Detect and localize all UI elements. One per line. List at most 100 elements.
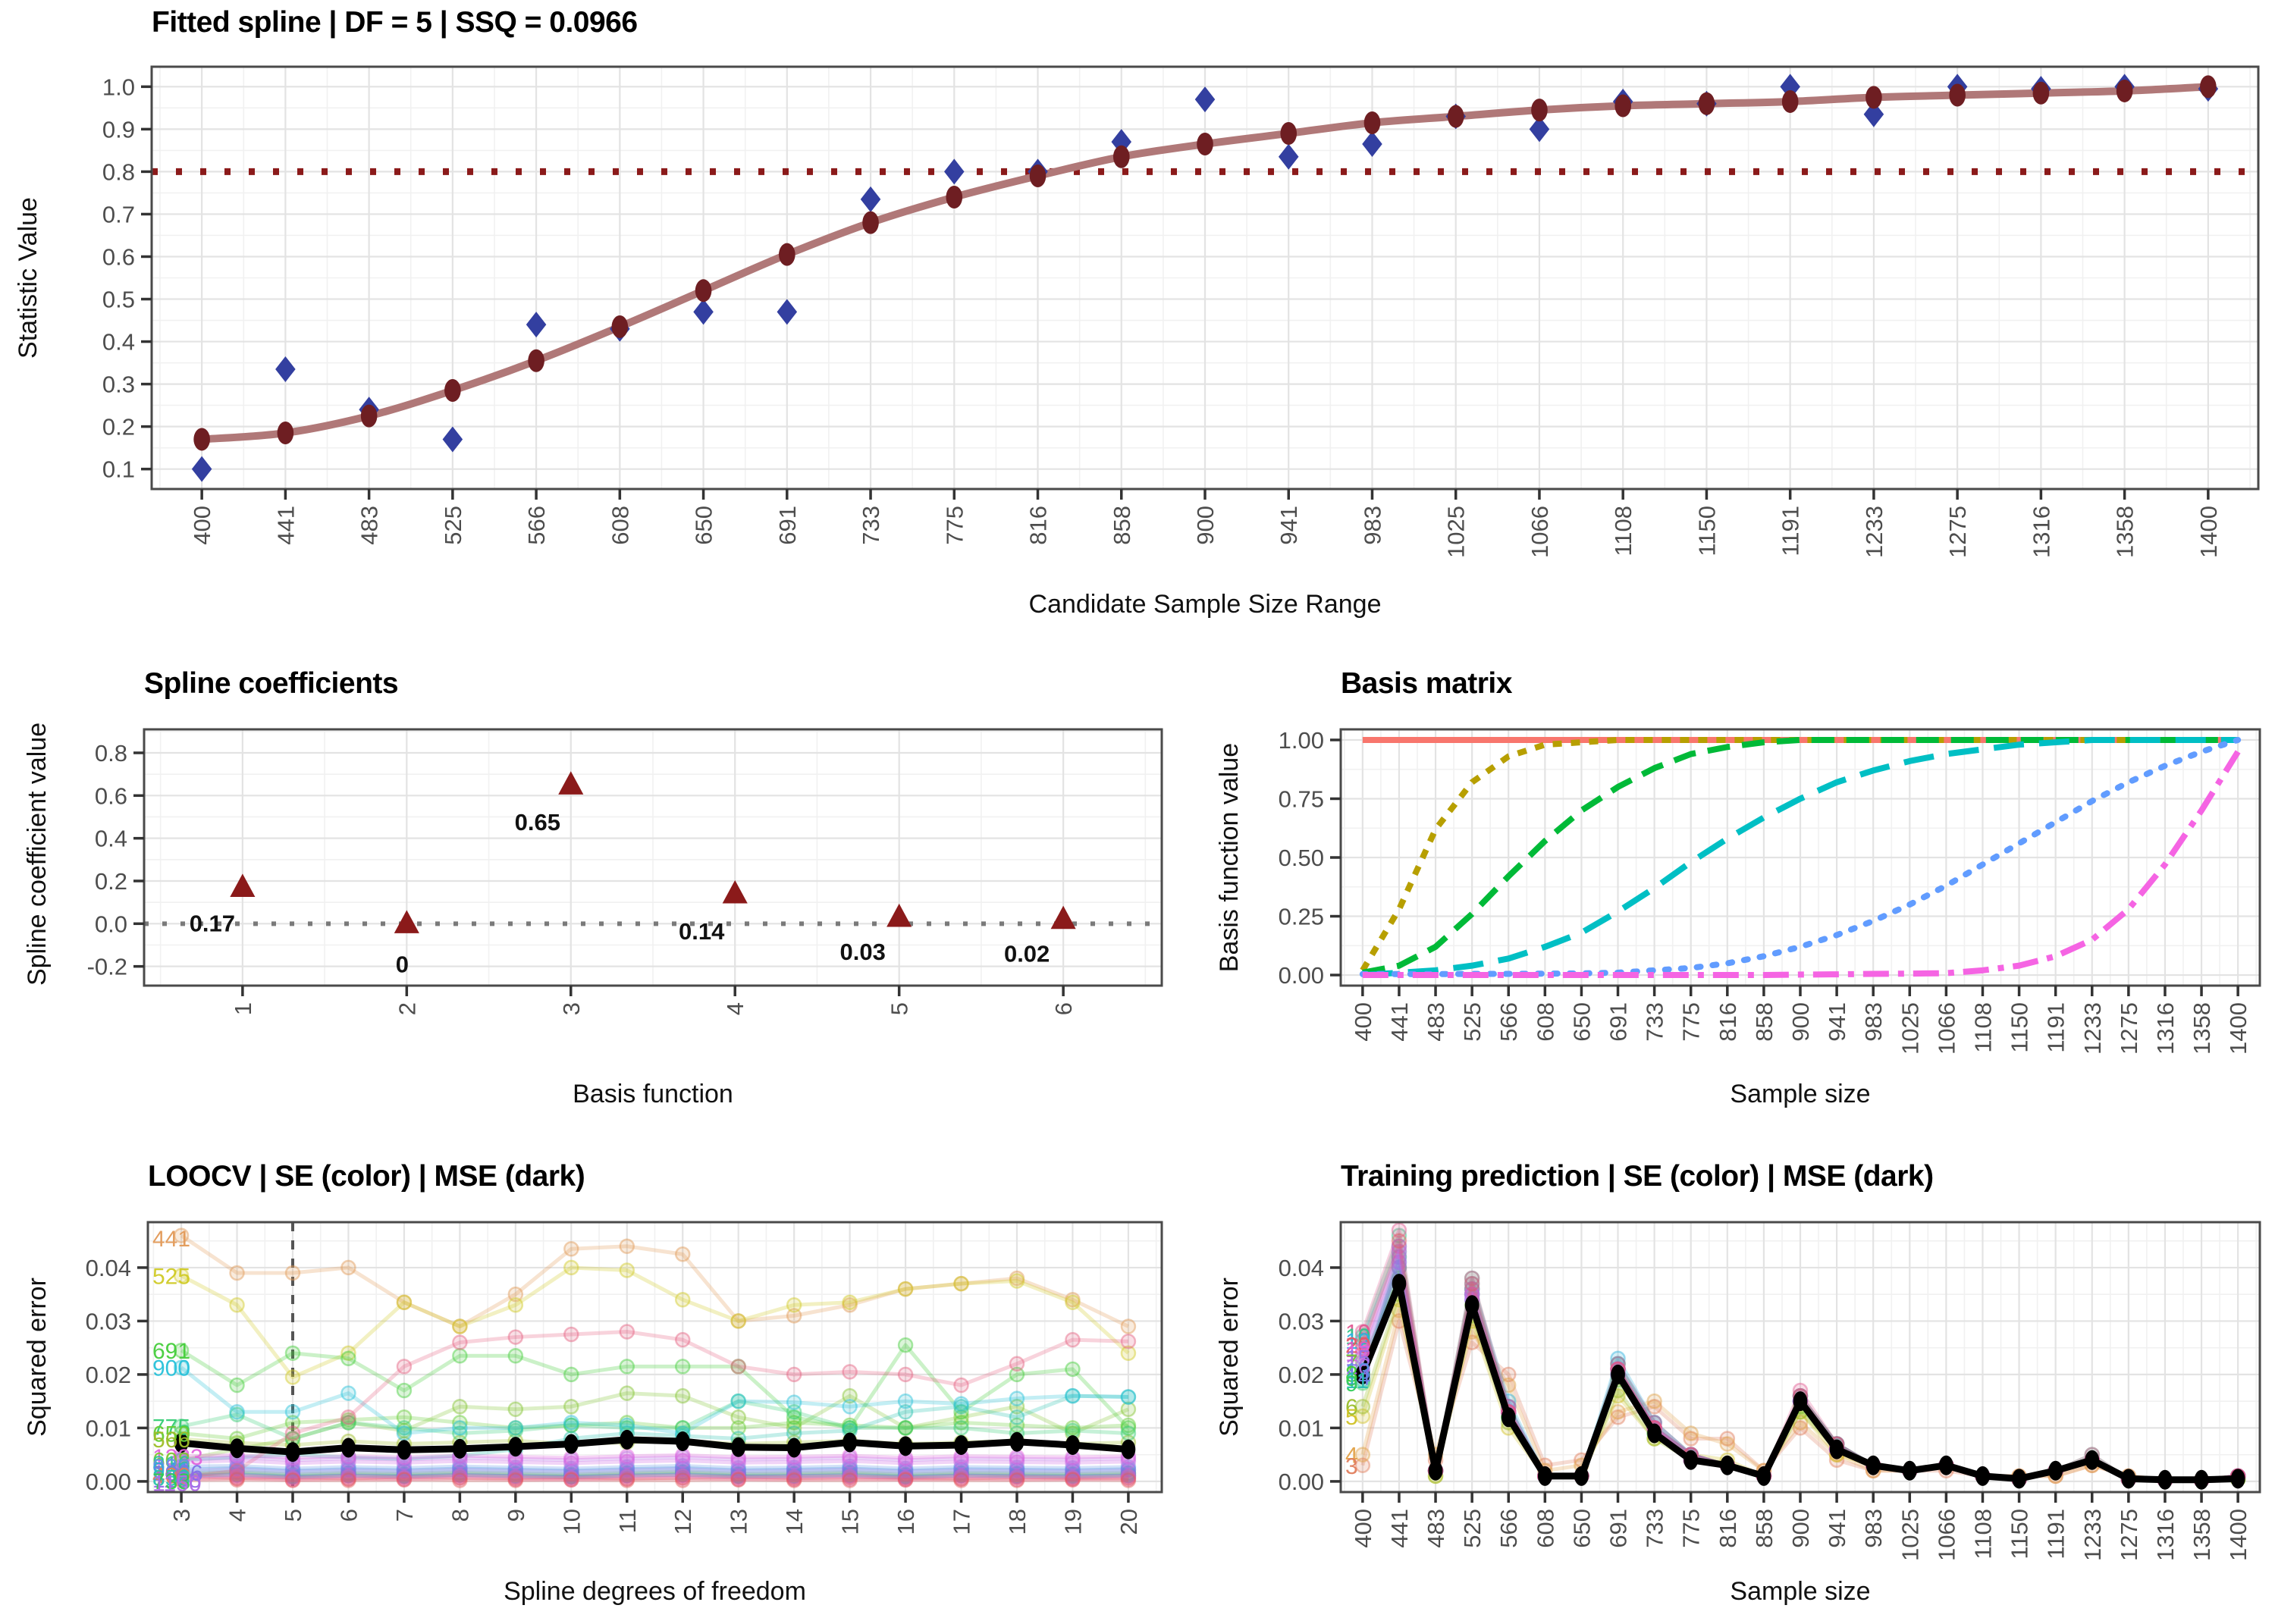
x-tick-label: 983: [1860, 1002, 1887, 1042]
y-tick-label: 0.00: [1279, 962, 1324, 989]
y-tick-label: 0.2: [102, 414, 135, 440]
edge-label-11: 11: [1345, 1368, 1369, 1394]
x-tick-label: 17: [949, 1509, 975, 1535]
x-tick-label: 1233: [2079, 1509, 2106, 1561]
x-tick-label: 1191: [1778, 506, 1804, 556]
series-se-1191: [173, 1453, 1137, 1472]
x-tick-label: 941: [1824, 1002, 1850, 1042]
panel-title-loocv: LOOCV | SE (color) | MSE (dark): [148, 1160, 585, 1193]
x-tick-label: 20: [1116, 1509, 1142, 1535]
y-tick-label: 0.25: [1279, 904, 1324, 930]
edge-label-10: 10: [1345, 1325, 1370, 1350]
x-tick-label: 483: [1423, 1509, 1449, 1548]
edge-label-900: 900: [152, 1356, 190, 1381]
x-tick-label: 1316: [2152, 1002, 2179, 1055]
edge-label-15: 15: [1345, 1346, 1370, 1371]
x-tick-label: 691: [774, 506, 801, 545]
y-tick-label: 0.6: [95, 782, 127, 809]
x-tick-label: 983: [1860, 1509, 1887, 1548]
edge-label-6: 6: [1345, 1395, 1358, 1420]
edge-label-566: 566: [152, 1428, 190, 1453]
series-loocv-mse: [174, 1429, 1136, 1463]
x-tick-label: 1066: [1933, 1002, 1960, 1055]
x-tick-label: 2: [394, 1002, 420, 1015]
x-tick-label: 1400: [2225, 1509, 2251, 1561]
edge-label-733: 733: [152, 1469, 190, 1494]
x-tick-label: 11: [614, 1509, 641, 1533]
edge-label-17: 17: [1345, 1342, 1370, 1367]
y-tick-label: 1.0: [102, 74, 135, 100]
series-se-1066: [173, 1467, 1137, 1485]
series-basis-2: [1360, 736, 2239, 972]
x-tick-label: 1358: [2112, 506, 2138, 558]
edge-label-4: 4: [1345, 1444, 1358, 1469]
axes: 3 4 5 6 7 8 9 10 11 12 13 14 15 16 17 18 19 20 0.00 0.01 0.0…: [86, 1255, 1142, 1535]
x-tick-label: 858: [1751, 1002, 1778, 1042]
x-tick-label: 983: [1359, 506, 1385, 545]
point-label-0: 0: [396, 951, 409, 977]
edge-label-12: 12: [1345, 1329, 1370, 1354]
edge-label-775: 775: [152, 1415, 190, 1440]
series-se-941: [173, 1460, 1137, 1479]
edge-label-858: 858: [152, 1466, 190, 1491]
series-se-1275: [173, 1468, 1137, 1486]
series-se-733: [173, 1463, 1137, 1482]
gridlines: [1341, 729, 2260, 986]
x-tick-label: 10: [558, 1509, 585, 1535]
x-axis-title-training-prediction: Sample size: [1730, 1577, 1871, 1606]
x-tick-label: 1275: [2116, 1002, 2142, 1055]
x-tick-label: 3: [168, 1509, 195, 1522]
x-axis-title-basis-matrix: Sample size: [1730, 1080, 1871, 1108]
x-tick-label: 816: [1025, 506, 1052, 545]
y-tick-label: 0.75: [1279, 785, 1324, 812]
x-tick-label: 1150: [2007, 1509, 2033, 1560]
x-tick-label: 1191: [2043, 1509, 2069, 1560]
x-tick-label: 1233: [1861, 506, 1887, 558]
series-se-1025: [173, 1464, 1137, 1483]
series-se-1108: [173, 1461, 1137, 1480]
x-tick-label: 6: [1050, 1002, 1077, 1015]
edge-label-19: 19: [1345, 1321, 1370, 1346]
edge-label-941: 941: [152, 1458, 190, 1483]
x-tick-label: 441: [1386, 1002, 1413, 1042]
y-tick-label: 0.02: [1279, 1362, 1324, 1388]
x-tick-label: 1275: [2116, 1509, 2142, 1561]
x-tick-label: 566: [523, 506, 550, 545]
series-se-483: [173, 1466, 1137, 1484]
panel-title-training-prediction: Training prediction | SE (color) | MSE (…: [1341, 1160, 1934, 1193]
x-tick-label: 525: [1459, 1002, 1486, 1042]
x-tick-label: 608: [607, 506, 633, 545]
panel-training-prediction: 400 441 483 525 566 608 650 691 733 775 816 858 900 9…: [1279, 1221, 2261, 1561]
x-axis-title-spline-coefficients: Basis function: [573, 1080, 733, 1108]
series-fitted-value-points: [193, 75, 2217, 451]
edge-label-400: 400: [152, 1463, 190, 1488]
y-tick-label: 1.00: [1279, 727, 1324, 754]
x-tick-label: 733: [858, 506, 884, 545]
series-se-1316: [173, 1470, 1137, 1488]
edge-label-650: 650: [152, 1422, 190, 1447]
y-tick-label: 0.8: [95, 740, 127, 767]
x-tick-label: 7: [391, 1509, 418, 1522]
series-se-1358: [173, 1324, 1137, 1485]
x-tick-label: 1025: [1897, 1002, 1923, 1055]
x-tick-label: 775: [1678, 1002, 1705, 1042]
x-tick-label: 1: [230, 1002, 256, 1015]
x-tick-label: 8: [447, 1509, 473, 1522]
x-tick-label: 650: [1568, 1002, 1595, 1042]
edge-label-1108: 1108: [152, 1468, 202, 1493]
edge-label-1066: 1066: [152, 1461, 203, 1486]
x-tick-label: 941: [1276, 506, 1302, 545]
x-tick-label: 858: [1751, 1509, 1778, 1548]
x-tick-label: 900: [1787, 1002, 1814, 1042]
y-tick-label: 0.6: [102, 243, 135, 270]
x-tick-label: 566: [1495, 1509, 1522, 1548]
x-tick-label: 9: [503, 1509, 529, 1522]
x-tick-label: 400: [1350, 1509, 1376, 1548]
series-se-775: [173, 1393, 1137, 1447]
edge-label-8: 8: [1345, 1362, 1358, 1387]
x-tick-label: 6: [335, 1509, 362, 1522]
series-se-525: [173, 1259, 1137, 1385]
x-tick-label: 858: [1109, 506, 1135, 545]
y-tick-label: 0.04: [86, 1255, 131, 1281]
